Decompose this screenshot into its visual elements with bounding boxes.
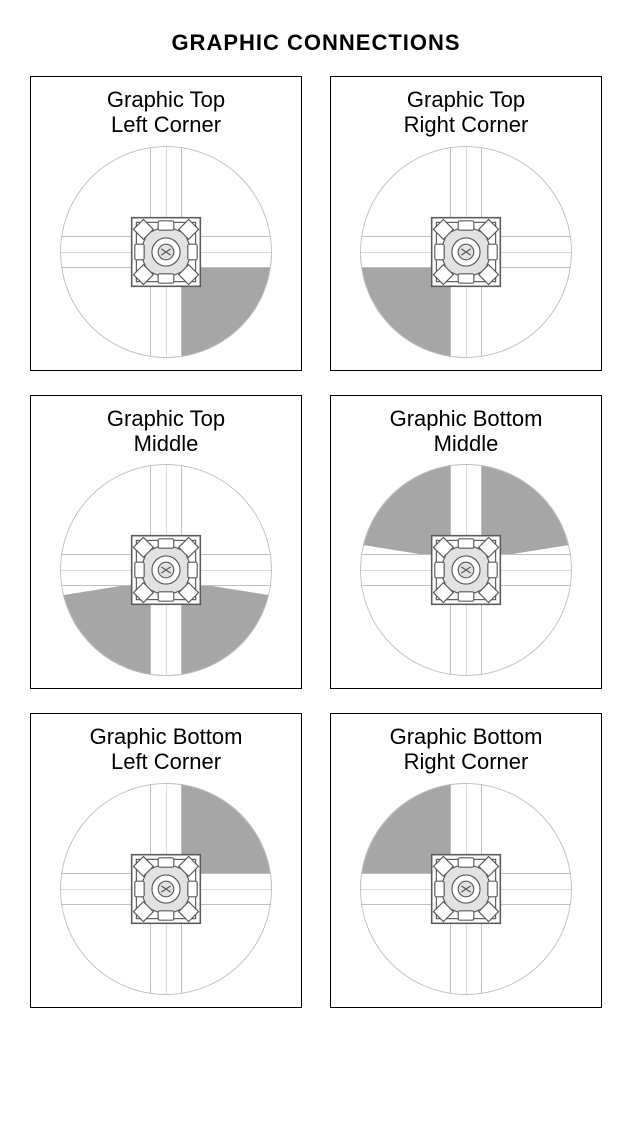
diagram-circle xyxy=(360,783,572,995)
connector-hub xyxy=(427,213,505,291)
connector-hub xyxy=(427,531,505,609)
panel-top-right: Graphic Top Right Corner xyxy=(330,76,602,371)
panel-label-line1: Graphic Bottom xyxy=(390,724,543,749)
panel-label-line2: Right Corner xyxy=(404,112,529,137)
diagram-circle xyxy=(60,783,272,995)
panel-label-line2: Middle xyxy=(107,431,225,456)
connector-hub xyxy=(427,850,505,928)
panel-label-line1: Graphic Top xyxy=(404,87,529,112)
panel-label-line2: Left Corner xyxy=(90,749,243,774)
panel-label-line1: Graphic Bottom xyxy=(390,406,543,431)
panel-label-line1: Graphic Top xyxy=(107,406,225,431)
panel-label-line2: Middle xyxy=(390,431,543,456)
panel-label-line2: Left Corner xyxy=(107,112,225,137)
connector-hub xyxy=(127,213,205,291)
page: GRAPHIC CONNECTIONS Graphic Top Left Cor… xyxy=(0,0,632,1148)
panel-label: Graphic Bottom Middle xyxy=(390,406,543,457)
panel-top-left: Graphic Top Left Corner xyxy=(30,76,302,371)
panel-label: Graphic Top Right Corner xyxy=(404,87,529,138)
panel-label: Graphic Bottom Right Corner xyxy=(390,724,543,775)
panel-bottom-middle: Graphic Bottom Middle xyxy=(330,395,602,690)
page-title: GRAPHIC CONNECTIONS xyxy=(30,30,602,56)
panel-label: Graphic Bottom Left Corner xyxy=(90,724,243,775)
panel-bottom-left: Graphic Bottom Left Corner xyxy=(30,713,302,1008)
panel-label-line2: Right Corner xyxy=(390,749,543,774)
diagram-circle xyxy=(360,146,572,358)
panel-top-middle: Graphic Top Middle xyxy=(30,395,302,690)
diagram-circle xyxy=(360,464,572,676)
panel-label-line1: Graphic Bottom xyxy=(90,724,243,749)
connector-hub xyxy=(127,850,205,928)
panel-label-line1: Graphic Top xyxy=(107,87,225,112)
panel-bottom-right: Graphic Bottom Right Corner xyxy=(330,713,602,1008)
diagram-circle xyxy=(60,146,272,358)
connector-hub xyxy=(127,531,205,609)
diagram-circle xyxy=(60,464,272,676)
panel-label: Graphic Top Left Corner xyxy=(107,87,225,138)
diagram-grid: Graphic Top Left Corner xyxy=(30,76,602,1008)
panel-label: Graphic Top Middle xyxy=(107,406,225,457)
